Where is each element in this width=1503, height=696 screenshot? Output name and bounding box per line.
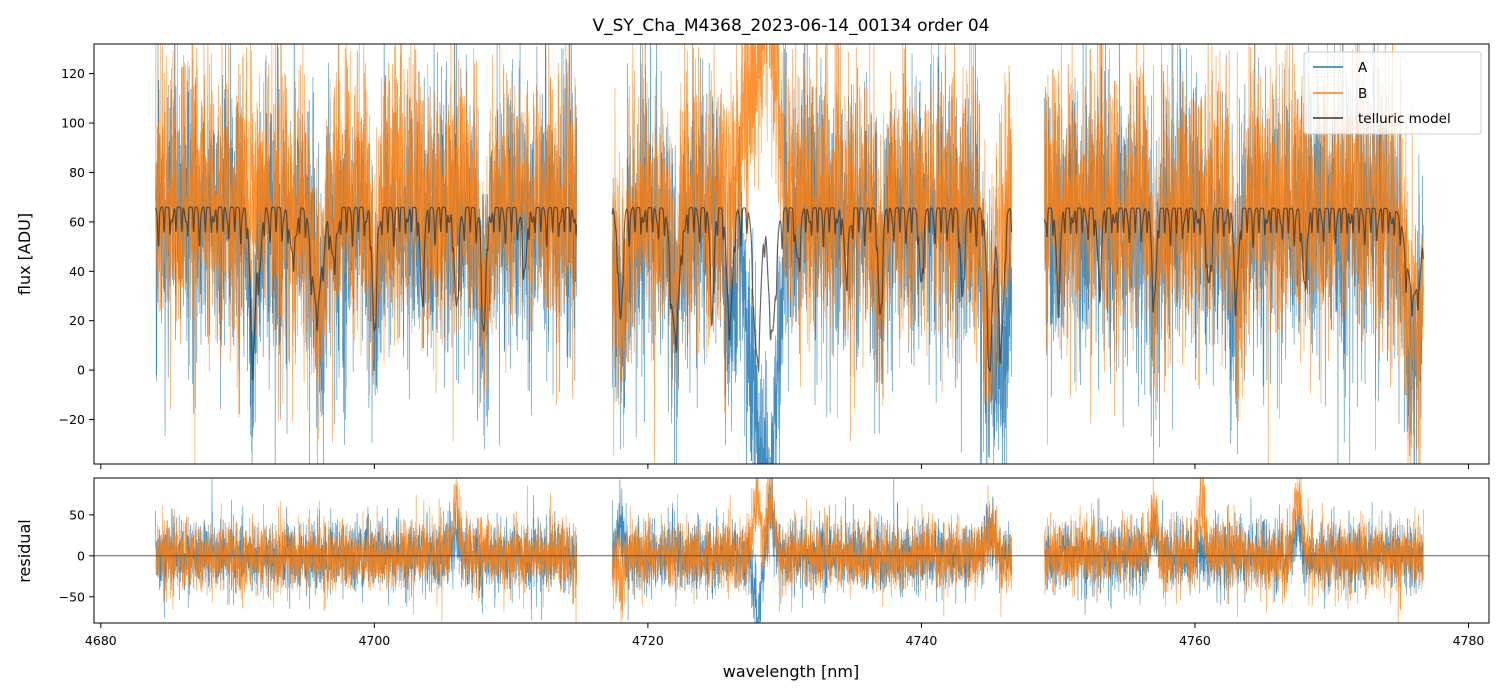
residual-x-ticks: 4680 4700 4720 4740 4760 4780 bbox=[85, 623, 1485, 648]
main-y-axis-label: flux [ADU] bbox=[15, 213, 34, 295]
main-x-ticks bbox=[100, 464, 1469, 469]
x-tick-label: 4720 bbox=[632, 633, 664, 648]
main-y-tick-label: 20 bbox=[69, 313, 85, 328]
legend-label-b: B bbox=[1358, 86, 1367, 102]
x-tick-label: 4760 bbox=[1179, 633, 1211, 648]
x-tick-label: 4700 bbox=[358, 633, 390, 648]
main-y-tick-label: 120 bbox=[61, 66, 85, 81]
residual-y-axis-label: residual bbox=[15, 519, 34, 582]
main-y-tick-label: 60 bbox=[69, 214, 85, 229]
residual-panel: −50 0 50 4680 4700 4720 4740 4760 4780 residual… bbox=[15, 477, 1490, 681]
series-telluric-model-segment-2 bbox=[611, 206, 1013, 374]
main-y-ticks: −20 0 20 40 60 80 100 120 bbox=[59, 66, 94, 427]
residual-y-tick-label: 50 bbox=[69, 507, 85, 522]
main-y-tick-label: 80 bbox=[69, 165, 85, 180]
residual-plot-area bbox=[94, 478, 1489, 623]
x-tick-label: 4740 bbox=[906, 633, 938, 648]
series-b-segment-1 bbox=[155, 44, 577, 464]
x-tick-label: 4780 bbox=[1453, 633, 1485, 648]
main-axes-frame bbox=[93, 43, 1490, 465]
legend: A B telluric model bbox=[1303, 51, 1482, 135]
residual-series-b-segment-2 bbox=[612, 478, 1012, 623]
x-tick-label: 4680 bbox=[85, 633, 117, 648]
main-y-tick-label: −20 bbox=[59, 412, 85, 427]
residual-series-b-segment-3 bbox=[1044, 478, 1424, 623]
main-y-tick-label: 100 bbox=[61, 116, 85, 131]
residual-series-b-segment-1 bbox=[155, 478, 577, 623]
legend-box bbox=[1303, 51, 1482, 135]
residual-axes-frame bbox=[93, 477, 1490, 624]
main-y-tick-label: 0 bbox=[77, 363, 85, 378]
x-axis-label: wavelength [nm] bbox=[723, 662, 860, 681]
main-panel: −20 0 20 40 60 80 100 120 flux [ADU] A B tellur… bbox=[15, 43, 1490, 469]
legend-label-a: A bbox=[1358, 60, 1368, 76]
series-b-segment-3 bbox=[1044, 44, 1424, 464]
chart-title: V_SY_Cha_M4368_2023-06-14_00134 order 04 bbox=[593, 16, 990, 36]
residual-y-tick-label: 0 bbox=[77, 548, 85, 563]
series-telluric-model-segment-3 bbox=[1043, 207, 1424, 318]
series-telluric-model-segment-1 bbox=[155, 206, 578, 381]
series-b-segment-2 bbox=[612, 44, 1012, 464]
legend-label-telluric: telluric model bbox=[1358, 111, 1451, 127]
residual-y-ticks: −50 0 50 bbox=[59, 507, 94, 604]
residual-y-tick-label: −50 bbox=[59, 589, 85, 604]
main-plot-area bbox=[155, 44, 1424, 464]
main-y-tick-label: 40 bbox=[69, 264, 85, 279]
